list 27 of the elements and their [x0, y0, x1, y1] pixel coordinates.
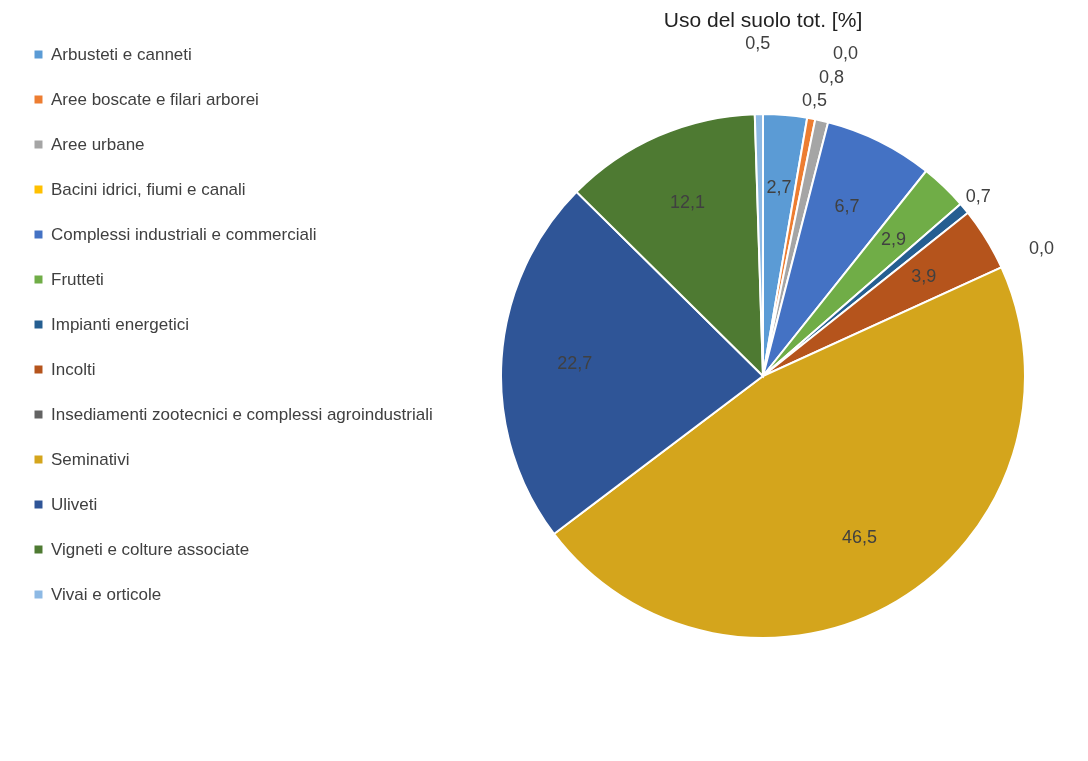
legend-label: Bacini idrici, fiumi e canali [51, 179, 246, 199]
legend-label: Seminativi [51, 449, 130, 469]
legend-label: Arbusteti e canneti [51, 44, 192, 64]
legend-label: Vivai e orticole [51, 584, 162, 604]
data-label: 3,9 [911, 266, 937, 287]
legend-label: Incolti [51, 359, 96, 379]
data-label: 22,7 [557, 352, 593, 373]
legend-label: Uliveti [51, 494, 98, 514]
data-label: 2,9 [880, 228, 906, 249]
data-label: 0,5 [745, 33, 771, 54]
data-label: 12,1 [670, 192, 706, 213]
data-label: 0,7 [965, 185, 991, 206]
data-label: 46,5 [842, 527, 878, 548]
legend-label: Vigneti e colture associate [51, 539, 250, 559]
legend-label: Impianti energetici [51, 314, 189, 334]
data-label: 0,8 [819, 66, 845, 87]
legend-label: Aree boscate e filari arborei [51, 89, 259, 109]
text: 0,0 [833, 43, 859, 64]
chart-title: Uso del suolo tot. [%] [663, 8, 863, 32]
data-label: 6,7 [834, 196, 860, 217]
legend-label: Aree urbane [51, 134, 145, 154]
legend-label: Frutteti [51, 269, 104, 289]
data-label: 0,5 [802, 89, 828, 110]
text: 0,0 [1028, 238, 1055, 259]
data-label: 2,7 [766, 177, 792, 198]
legend-label: Insediamenti zootecnici e complessi agroindustriali [51, 404, 433, 424]
legend-label: Complessi industriali e commerciali [51, 224, 317, 244]
